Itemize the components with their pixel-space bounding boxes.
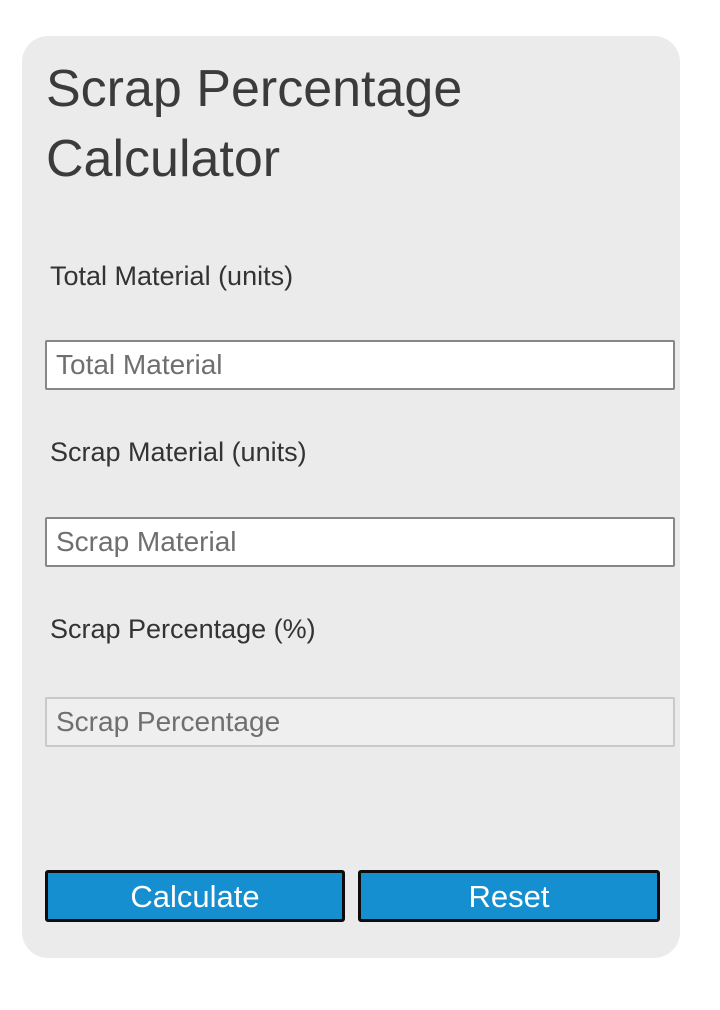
total-material-label: Total Material (units) xyxy=(50,261,294,291)
scrap-percentage-label: Scrap Percentage (%) xyxy=(50,614,316,644)
reset-button[interactable]: Reset xyxy=(358,870,660,922)
calculate-button[interactable]: Calculate xyxy=(45,870,345,922)
scrap-percentage-result-input xyxy=(45,697,675,747)
scrap-material-label: Scrap Material (units) xyxy=(50,437,307,467)
page-title: Scrap Percentage Calculator xyxy=(46,60,463,188)
scrap-material-input[interactable] xyxy=(45,517,675,567)
calculator-card: Scrap Percentage Calculator Total Materi… xyxy=(22,36,680,958)
total-material-input[interactable] xyxy=(45,340,675,390)
